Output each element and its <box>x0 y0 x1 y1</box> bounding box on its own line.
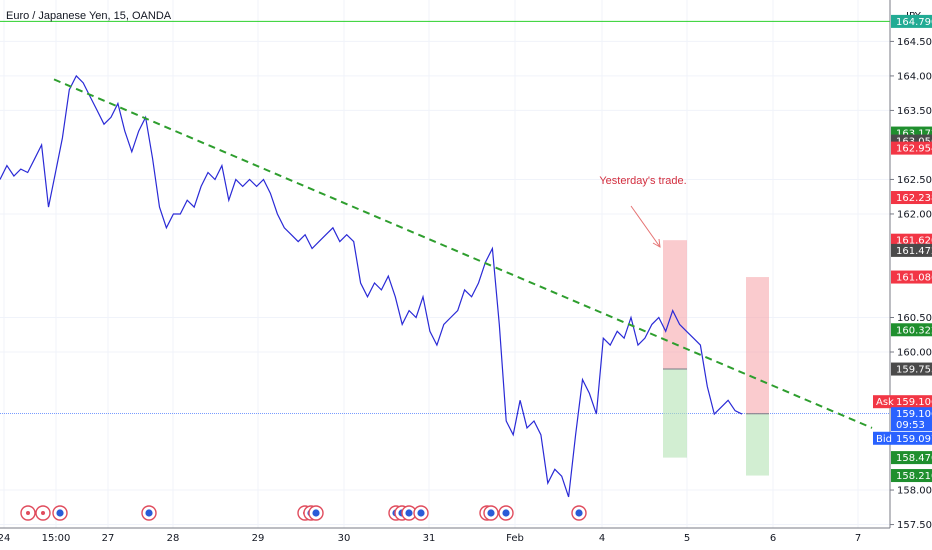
economic-event-marker[interactable] <box>20 505 36 521</box>
price-tag: 09:53 <box>891 417 932 431</box>
price-tag-prefix-label: Bid <box>876 434 892 445</box>
take-profit-zone[interactable] <box>746 413 769 476</box>
x-tick-label: 7 <box>855 533 861 544</box>
price-tag: 159.106 <box>891 407 932 421</box>
y-tick-label: 160.000 <box>897 348 932 359</box>
chart-title: Euro / Japanese Yen, 15, OANDA <box>6 10 172 22</box>
price-tag-prefix: Bid <box>873 431 892 445</box>
economic-event-marker[interactable] <box>35 505 51 521</box>
price-tag: 161.620 <box>891 233 932 247</box>
price-series-line <box>0 74 743 498</box>
price-tag: 158.210 <box>891 469 932 483</box>
x-tick-label: 6 <box>770 533 776 544</box>
y-tick-label: 164.500 <box>897 37 932 48</box>
price-tag-value: 162.954 <box>896 144 932 155</box>
price-tag: 162.954 <box>891 141 932 155</box>
price-tag-value: 158.210 <box>896 471 932 482</box>
price-axis-ticks: 164.500 164.000 163.500 162.500 162.000 160.5… <box>890 37 932 531</box>
economic-event-marker[interactable] <box>413 505 429 521</box>
economic-event-marker[interactable] <box>141 505 157 521</box>
price-tag-value: 163.172 <box>896 129 932 140</box>
price-tag: 159.106 <box>891 395 932 409</box>
price-tag-value: 162.238 <box>896 193 932 204</box>
x-tick-label: 31 <box>423 533 436 544</box>
y-tick-label: 162.500 <box>897 175 932 186</box>
price-tags: 164.790163.172163.056162.954162.238161.6… <box>873 14 932 483</box>
x-tick-label: 24 <box>0 533 10 544</box>
price-tag: 162.238 <box>891 191 932 205</box>
stop-loss-zone[interactable] <box>663 240 687 370</box>
stop-loss-zone[interactable] <box>746 277 769 414</box>
yesterdays-trade-annotation: Yesterday's trade. <box>599 175 686 187</box>
price-tag: 161.472 <box>891 243 932 257</box>
economic-event-marker[interactable] <box>52 505 68 521</box>
x-tick-label: 29 <box>252 533 265 544</box>
y-tick-label: 163.500 <box>897 106 932 117</box>
economic-event-marker[interactable] <box>498 505 514 521</box>
y-tick-label: 157.500 <box>897 520 932 531</box>
downward-trendline[interactable] <box>53 78 873 429</box>
x-tick-label: 5 <box>684 533 690 544</box>
price-tag: 164.790 <box>891 14 932 28</box>
x-tick-label: Feb <box>506 533 524 544</box>
price-tag-value: 159.106 <box>896 409 932 420</box>
price-tag-prefix: Ask <box>873 395 894 409</box>
price-tag-value: 159.106 <box>896 397 932 408</box>
price-tag-value: 159.753 <box>896 365 932 376</box>
price-tag-value: 159.097 <box>896 434 932 445</box>
price-tag: 159.097 <box>891 431 932 445</box>
event-markers[interactable] <box>20 505 587 521</box>
y-tick-label: 164.000 <box>897 71 932 82</box>
economic-event-marker[interactable] <box>571 505 587 521</box>
price-tag-value: 164.790 <box>896 17 932 28</box>
trade-positions <box>663 240 769 476</box>
price-tag-value: 161.086 <box>896 273 932 284</box>
y-tick-label: 162.000 <box>897 209 932 220</box>
price-tag-value: 09:53 <box>896 420 925 431</box>
price-tag: 159.753 <box>891 362 932 376</box>
price-tag: 161.086 <box>891 270 932 284</box>
price-tag: 160.322 <box>891 323 932 337</box>
x-tick-label: 28 <box>167 533 180 544</box>
price-tag-prefix-label: Ask <box>876 397 894 408</box>
time-axis-ticks: 24 15:00 27 28 29 30 31 Feb 4 5 6 7 <box>0 533 861 544</box>
x-tick-label: 30 <box>338 533 351 544</box>
price-tag-value: 161.472 <box>896 246 932 257</box>
price-tag-value: 160.322 <box>896 325 932 336</box>
y-tick-label: 158.000 <box>897 486 932 497</box>
price-tag-value: 158.470 <box>896 453 932 464</box>
x-tick-label: 15:00 <box>42 533 71 544</box>
y-tick-label: 160.500 <box>897 313 932 324</box>
price-tag-value: 161.620 <box>896 236 932 247</box>
x-tick-label: 27 <box>102 533 115 544</box>
chart-grid <box>0 0 890 528</box>
x-tick-label: 4 <box>599 533 605 544</box>
price-tag: 158.470 <box>891 451 932 465</box>
economic-event-marker[interactable] <box>308 505 324 521</box>
economic-event-marker[interactable] <box>483 505 499 521</box>
annotation-arrow <box>630 205 661 248</box>
take-profit-zone[interactable] <box>663 369 687 458</box>
